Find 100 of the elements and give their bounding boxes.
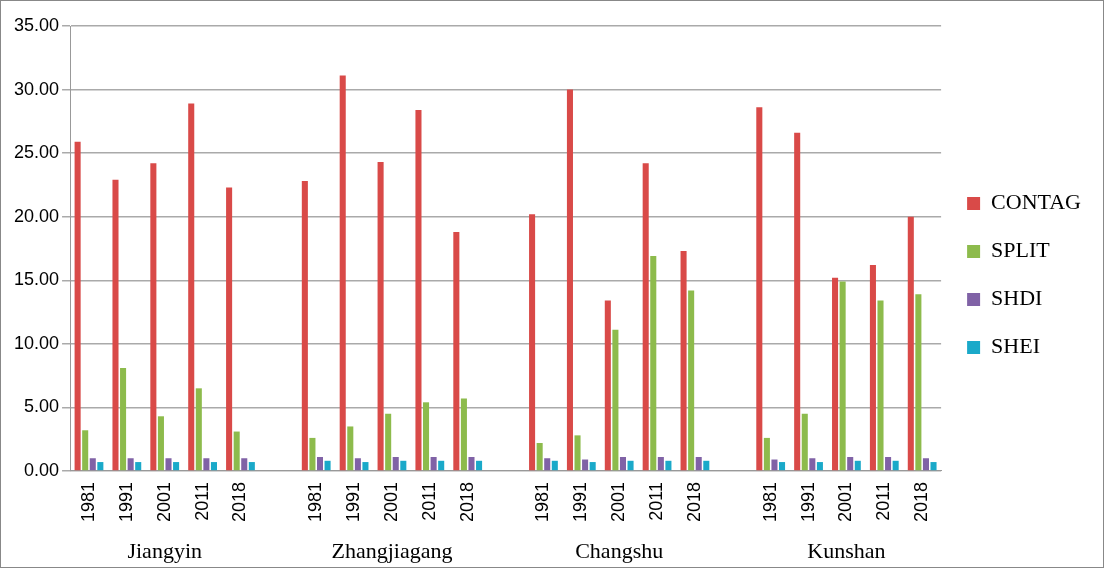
bar bbox=[877, 300, 884, 471]
bar bbox=[165, 458, 172, 471]
bar bbox=[120, 367, 127, 471]
x-tick-label: 1991 bbox=[570, 481, 591, 522]
bar bbox=[347, 426, 354, 471]
bar bbox=[150, 163, 157, 471]
bar bbox=[756, 107, 763, 471]
bar bbox=[763, 437, 770, 471]
bar bbox=[922, 458, 929, 471]
bar bbox=[188, 103, 195, 471]
bar bbox=[74, 141, 81, 471]
bar bbox=[89, 458, 96, 471]
x-tick-label: 2011 bbox=[646, 481, 667, 521]
bar bbox=[233, 431, 240, 471]
bar bbox=[915, 294, 922, 471]
bar bbox=[309, 437, 316, 471]
bar bbox=[551, 460, 558, 471]
bar bbox=[779, 462, 786, 471]
bar bbox=[604, 300, 611, 471]
bar bbox=[460, 398, 467, 471]
bar bbox=[536, 442, 543, 471]
y-tick-label: 35.00 bbox=[14, 14, 60, 35]
x-tick-label: 2018 bbox=[911, 481, 932, 522]
x-tick-label: 2011 bbox=[418, 481, 439, 521]
bar bbox=[82, 430, 89, 471]
legend-label: SHDI bbox=[991, 285, 1043, 311]
x-tick-label: 2018 bbox=[456, 481, 477, 522]
x-tick-label: 1991 bbox=[797, 481, 818, 522]
legend-label: CONTAG bbox=[991, 189, 1082, 215]
bar bbox=[241, 458, 248, 471]
bar bbox=[400, 460, 407, 471]
x-tick-label: 2001 bbox=[835, 481, 856, 522]
bar bbox=[907, 216, 914, 471]
bar bbox=[695, 456, 702, 471]
bar bbox=[377, 162, 384, 471]
bar bbox=[157, 416, 164, 471]
bar bbox=[135, 462, 142, 471]
x-tick-label: 2001 bbox=[608, 481, 629, 522]
bar bbox=[794, 132, 801, 471]
y-tick-label: 25.00 bbox=[14, 142, 60, 163]
legend-label: SPLIT bbox=[991, 237, 1051, 263]
bar bbox=[642, 163, 649, 471]
x-tick-label: 1981 bbox=[532, 481, 553, 522]
bar bbox=[566, 89, 573, 471]
bar bbox=[892, 460, 899, 471]
bar bbox=[97, 462, 104, 471]
bar bbox=[362, 462, 369, 471]
y-tick-label: 20.00 bbox=[14, 205, 60, 226]
x-tick-label: 1981 bbox=[305, 481, 326, 522]
bar bbox=[438, 460, 445, 471]
bar bbox=[316, 456, 324, 471]
text: Changshu bbox=[575, 537, 664, 563]
bar bbox=[930, 462, 937, 471]
bar bbox=[195, 388, 202, 471]
bar bbox=[847, 456, 854, 471]
bar bbox=[476, 460, 483, 471]
text: Jiangyin bbox=[127, 537, 203, 563]
y-tick-label: 30.00 bbox=[14, 78, 60, 99]
x-tick-label: 1991 bbox=[343, 481, 364, 522]
bar bbox=[127, 458, 134, 471]
x-tick-label: 2018 bbox=[229, 481, 250, 522]
bar bbox=[627, 460, 634, 471]
bar bbox=[354, 458, 361, 471]
text: Zhangjiagang bbox=[331, 537, 453, 563]
bar bbox=[809, 458, 816, 471]
bar bbox=[650, 256, 657, 471]
bar bbox=[657, 456, 664, 471]
y-tick-label: 10.00 bbox=[14, 332, 60, 353]
bar bbox=[468, 456, 475, 471]
bar bbox=[839, 281, 846, 471]
bar bbox=[589, 462, 596, 471]
y-tick-label: 15.00 bbox=[14, 269, 60, 290]
bar bbox=[574, 435, 581, 471]
x-tick-label: 2001 bbox=[380, 481, 401, 522]
bar bbox=[173, 462, 180, 471]
bar bbox=[430, 456, 437, 471]
y-tick-label: 5.00 bbox=[24, 396, 60, 417]
bar bbox=[226, 187, 233, 471]
bar bbox=[210, 462, 217, 471]
bar bbox=[619, 456, 626, 471]
bar bbox=[112, 179, 119, 471]
x-tick-label: 2011 bbox=[873, 481, 894, 521]
bar bbox=[801, 413, 808, 471]
x-tick-label: 2018 bbox=[683, 481, 704, 522]
bar bbox=[385, 413, 392, 471]
bar bbox=[688, 290, 695, 471]
legend-label: SHEI bbox=[991, 333, 1040, 359]
bar bbox=[301, 181, 308, 471]
x-tick-label: 2001 bbox=[153, 481, 174, 522]
bar bbox=[529, 214, 536, 471]
bar bbox=[771, 459, 778, 471]
y-tick-label: 0.00 bbox=[24, 459, 60, 480]
bar bbox=[703, 460, 710, 471]
bar bbox=[869, 265, 876, 471]
bar bbox=[415, 109, 422, 471]
bar bbox=[423, 402, 430, 471]
bar bbox=[339, 75, 346, 471]
bar bbox=[665, 460, 672, 471]
bar bbox=[854, 460, 861, 471]
x-tick-label: 1981 bbox=[77, 481, 98, 522]
